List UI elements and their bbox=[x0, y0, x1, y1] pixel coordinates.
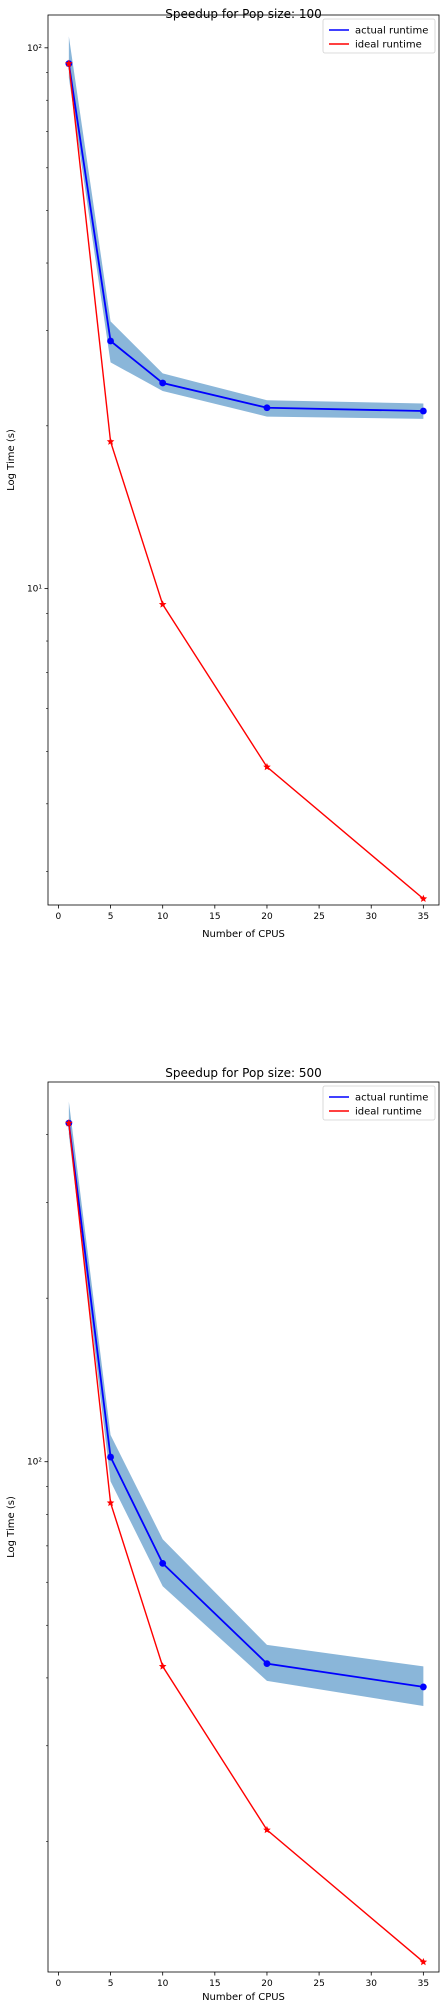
legend-box bbox=[322, 18, 436, 54]
x-tick-label: 0 bbox=[56, 1979, 62, 1989]
y-tick-label: 10² bbox=[27, 1458, 42, 1468]
ideal-runtime-point bbox=[158, 1662, 167, 1670]
x-tick-label: 10 bbox=[157, 912, 169, 922]
chart-title: Speedup for Pop size: 500 bbox=[165, 1066, 322, 1080]
actual-runtime-point bbox=[419, 1683, 427, 1691]
ideal-runtime-point bbox=[419, 1957, 428, 1966]
x-tick-label: 35 bbox=[418, 1979, 429, 1989]
x-axis-label: Number of CPUS bbox=[202, 1992, 285, 2003]
x-tick-label: 20 bbox=[261, 912, 273, 922]
actual-runtime-point bbox=[263, 1660, 271, 1667]
ideal-runtime-line bbox=[68, 63, 424, 900]
ideal-runtime-point bbox=[158, 600, 167, 608]
legend: actual runtime ideal runtime bbox=[322, 1085, 436, 1121]
plot-area bbox=[65, 1101, 428, 1966]
actual-runtime-point bbox=[419, 407, 427, 415]
legend-label: actual runtime bbox=[355, 26, 428, 37]
legend: actual runtime ideal runtime bbox=[322, 18, 436, 54]
legend-label: actual runtime bbox=[355, 1093, 428, 1104]
legend-box bbox=[322, 1085, 436, 1121]
y-tick-label: 10¹ bbox=[27, 585, 42, 595]
y-axis-label: Log Time (s) bbox=[6, 429, 17, 491]
x-axis-label: Number of CPUS bbox=[202, 929, 285, 940]
legend-label: ideal runtime bbox=[355, 1107, 422, 1118]
y-axis-label: Log Time (s) bbox=[6, 1496, 17, 1558]
axes-frame bbox=[47, 1081, 440, 1973]
x-tick-label: 0 bbox=[56, 912, 62, 922]
ideal-runtime-point bbox=[106, 1498, 115, 1507]
chart-2: Speedup for Pop size: 500 0 5 10 15 20 25 30 35 1… bbox=[6, 1066, 440, 2003]
ideal-runtime-point bbox=[263, 1825, 271, 1834]
actual-runtime-point bbox=[159, 1559, 167, 1567]
x-tick-label: 5 bbox=[108, 912, 114, 922]
x-tick-label: 10 bbox=[157, 1979, 169, 1989]
ideal-runtime-line bbox=[68, 1123, 424, 1963]
ideal-runtime-point bbox=[65, 1119, 73, 1127]
chart-title: Speedup for Pop size: 100 bbox=[165, 7, 322, 21]
x-tick-label: 15 bbox=[209, 912, 220, 922]
x-tick-label: 25 bbox=[313, 1979, 324, 1989]
x-tick-label: 30 bbox=[366, 912, 378, 922]
actual-runtime-point bbox=[263, 404, 271, 412]
confidence-band bbox=[68, 1101, 424, 1707]
plot-area bbox=[65, 36, 428, 902]
legend-label: ideal runtime bbox=[355, 40, 422, 51]
axes-frame bbox=[47, 14, 440, 906]
actual-runtime-line bbox=[67, 1123, 424, 1688]
x-tick-label: 25 bbox=[313, 912, 324, 922]
actual-runtime-point bbox=[159, 379, 167, 387]
x-tick-label: 20 bbox=[261, 1979, 273, 1989]
ideal-runtime-point bbox=[106, 437, 115, 445]
x-tick-label: 15 bbox=[209, 1979, 220, 1989]
x-tick-label: 5 bbox=[108, 1979, 114, 1989]
actual-runtime-point bbox=[107, 337, 114, 345]
x-tick-label: 30 bbox=[366, 1979, 378, 1989]
ideal-runtime-point bbox=[65, 59, 73, 67]
x-tick-label: 35 bbox=[418, 912, 429, 922]
actual-runtime-point bbox=[107, 1453, 114, 1461]
ideal-runtime-point bbox=[263, 762, 271, 771]
y-tick-label: 10² bbox=[27, 44, 42, 54]
chart-1: Speedup for Pop size: 100 0 5 10 15 20 25 30 35 1… bbox=[6, 7, 440, 940]
ideal-runtime-point bbox=[419, 894, 428, 902]
confidence-band bbox=[68, 36, 424, 419]
